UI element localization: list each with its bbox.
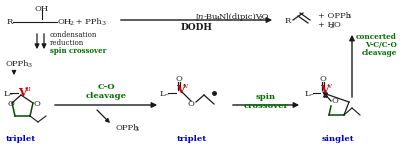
Text: 2: 2 <box>70 21 74 26</box>
Text: + H: + H <box>318 21 335 29</box>
Text: R: R <box>285 17 291 25</box>
Text: triplet: triplet <box>177 135 207 143</box>
Text: spin: spin <box>256 93 276 101</box>
Text: V: V <box>176 84 185 95</box>
Text: C-O: C-O <box>97 83 115 91</box>
Text: 3: 3 <box>134 127 138 132</box>
Text: -Bu: -Bu <box>204 13 218 21</box>
Text: V: V <box>320 84 329 95</box>
Text: reduction: reduction <box>50 39 84 47</box>
Text: + OPPh: + OPPh <box>318 12 351 20</box>
Text: triplet: triplet <box>6 135 36 143</box>
Text: O: O <box>176 75 182 83</box>
Text: 3: 3 <box>346 14 350 20</box>
Text: N](dipic)VO: N](dipic)VO <box>219 13 270 21</box>
Text: cleavage: cleavage <box>86 92 126 100</box>
Text: cleavage: cleavage <box>362 49 397 57</box>
Text: O: O <box>188 100 194 108</box>
Text: OH: OH <box>57 18 71 26</box>
Text: singlet: singlet <box>322 135 354 143</box>
Text: III: III <box>25 87 32 92</box>
Text: V: V <box>18 87 27 98</box>
Text: O: O <box>333 21 340 29</box>
Text: O: O <box>8 100 15 108</box>
Text: spin crossover: spin crossover <box>50 47 106 55</box>
Text: L–: L– <box>4 90 14 98</box>
Text: concerted: concerted <box>356 33 397 41</box>
Text: 2: 2 <box>330 24 334 29</box>
Text: OPPh: OPPh <box>115 124 138 132</box>
Text: + PPh: + PPh <box>73 18 102 26</box>
Text: n: n <box>197 13 203 21</box>
Text: V: V <box>327 84 331 89</box>
Text: DODH: DODH <box>181 23 213 32</box>
Text: 2: 2 <box>259 16 263 21</box>
Text: O: O <box>320 75 326 83</box>
Text: O: O <box>34 100 41 108</box>
Text: condensation: condensation <box>50 31 97 39</box>
Text: 3: 3 <box>101 21 105 26</box>
Text: L–: L– <box>305 90 315 98</box>
Text: IV: IV <box>183 84 189 89</box>
Text: OPPh: OPPh <box>5 60 28 68</box>
Text: 4: 4 <box>216 16 220 21</box>
Text: crossover: crossover <box>244 102 288 110</box>
Text: L–: L– <box>160 90 170 98</box>
Text: V-C/C-O: V-C/C-O <box>365 41 397 49</box>
Text: O: O <box>332 97 339 105</box>
Text: OH: OH <box>35 5 49 13</box>
Text: [: [ <box>195 13 199 21</box>
Text: 3: 3 <box>27 63 31 68</box>
Text: R: R <box>7 18 13 26</box>
